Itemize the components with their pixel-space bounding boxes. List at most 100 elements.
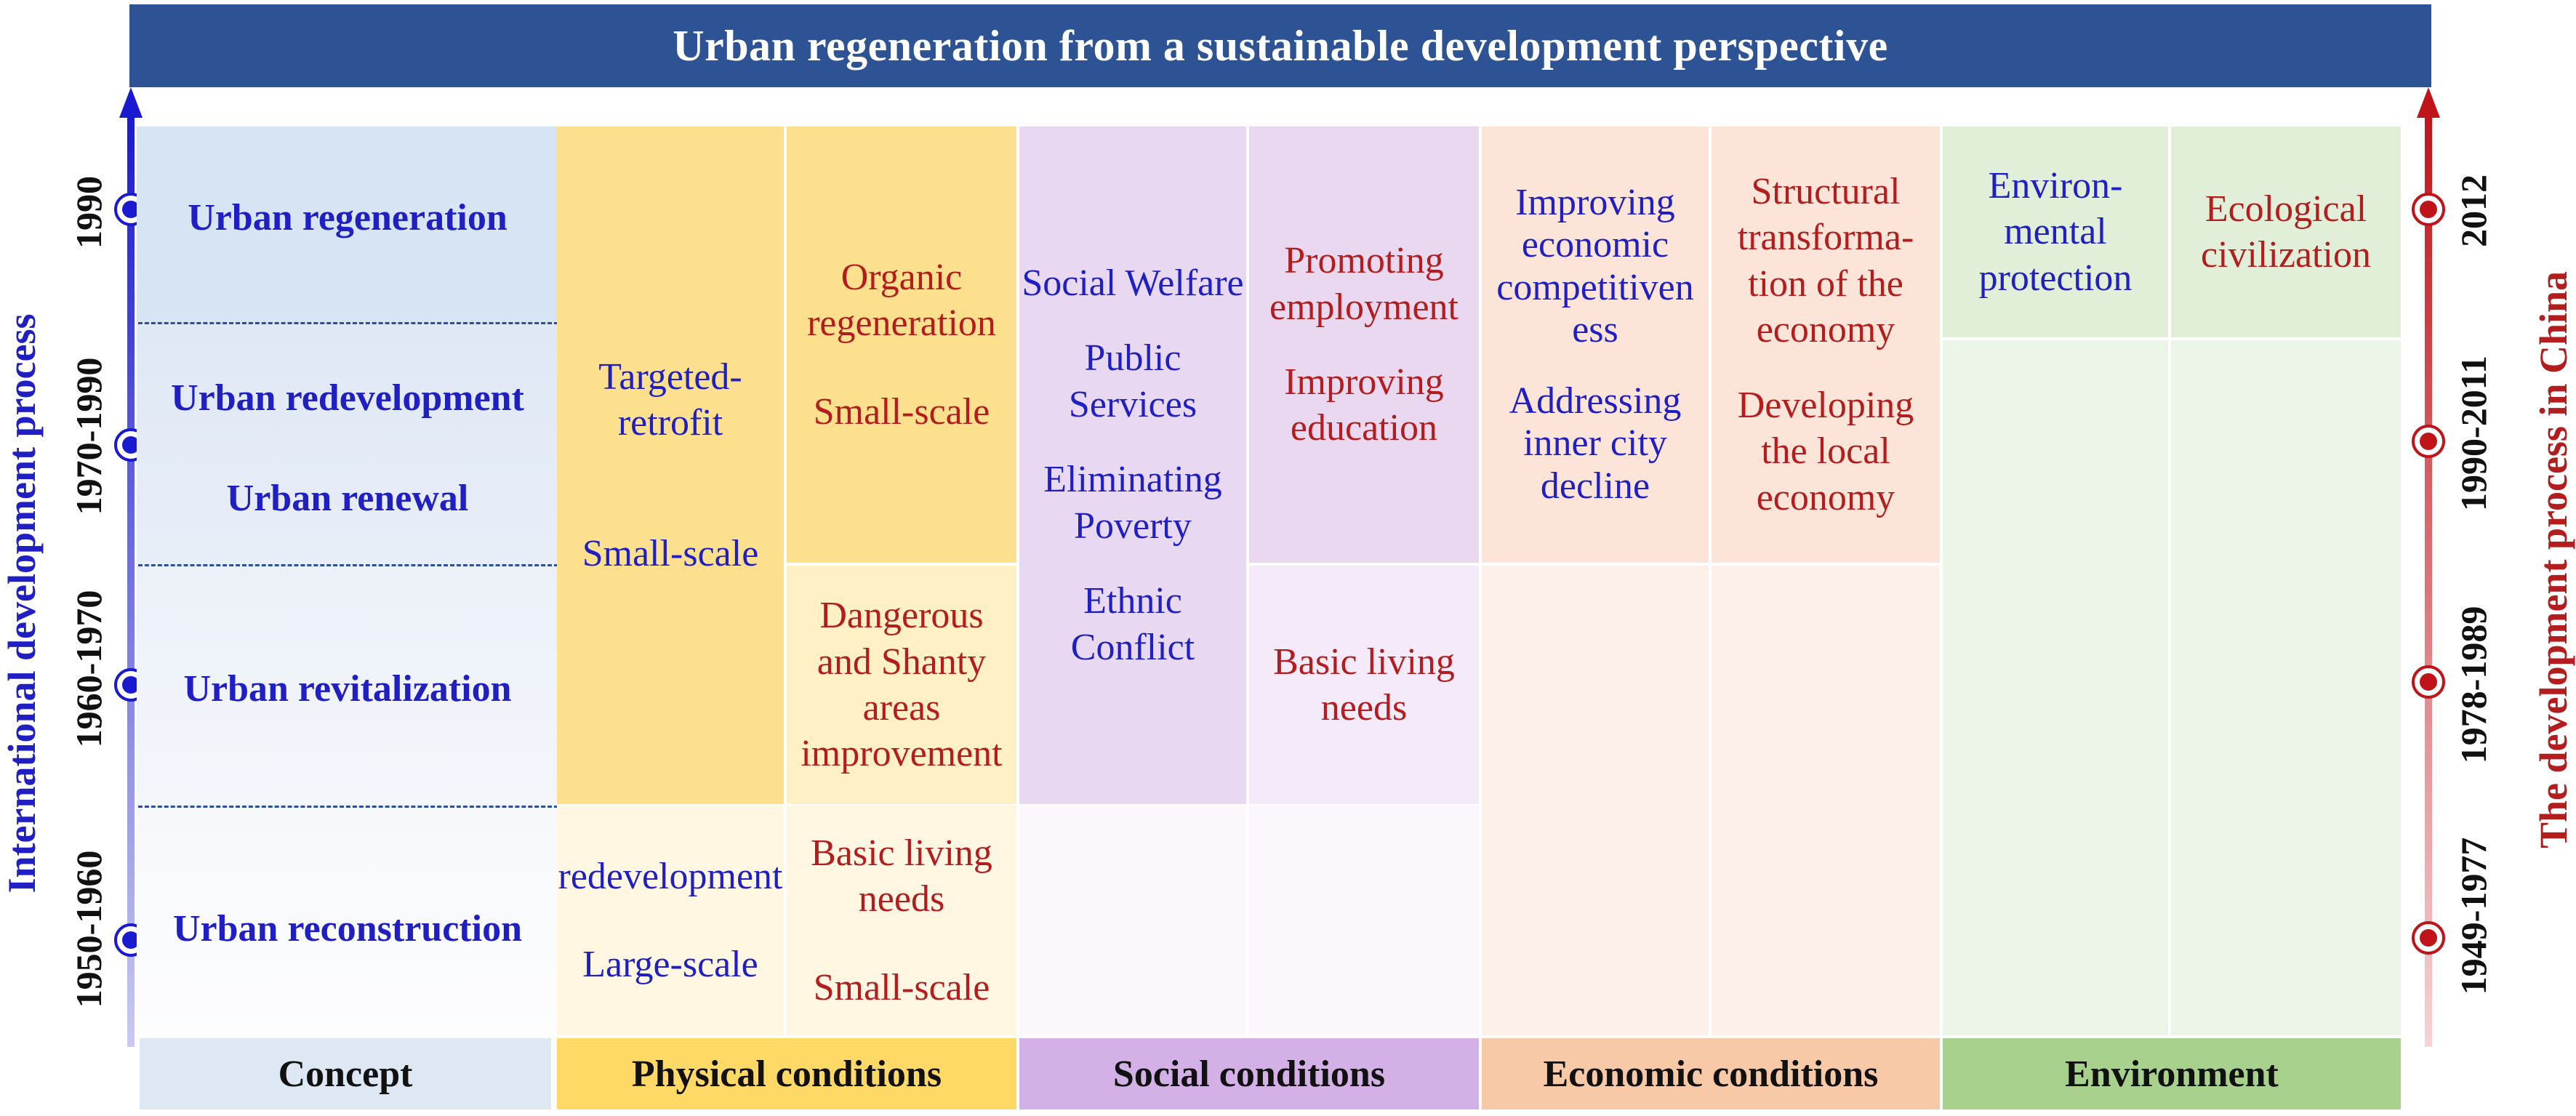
text-line: Poverty	[1074, 505, 1192, 547]
economic-structural-cell: Structural transforma- tion of the econo…	[1712, 127, 1940, 563]
footer-social: Social conditions	[1019, 1038, 1479, 1109]
text-line: competitiven	[1496, 266, 1694, 308]
text-line: Improving	[1515, 182, 1675, 224]
concept-band-1960-1970	[137, 564, 558, 806]
text-line: civilization	[2201, 234, 2371, 276]
left-timeline-axis	[119, 87, 143, 1047]
timeline-dot-icon	[2412, 425, 2445, 458]
social-employment-cell: Promoting employment Improving education	[1249, 127, 1479, 563]
physical-organic-regeneration-cell: Organic regeneration Small-scale	[787, 127, 1016, 563]
text-line: needs	[858, 878, 945, 920]
text-line: Services	[1068, 383, 1197, 425]
environment-empty-cell	[1943, 340, 2168, 1035]
physical-large-scale-cell: redevelopment Large-scale	[557, 806, 784, 1035]
text-line: Basic living	[811, 832, 992, 874]
period-divider	[138, 322, 558, 324]
left-period-label: 1970-1990	[68, 357, 109, 515]
social-welfare-cell: Social Welfare Public Services Eliminati…	[1019, 127, 1246, 804]
physical-shanty-improvement-cell: Dangerous and Shanty areas improvement	[787, 566, 1016, 804]
text-line: areas	[862, 687, 941, 728]
text-line: Small-scale	[813, 966, 990, 1008]
environment-ecological-cell: Ecological civilization	[2171, 127, 2401, 337]
economic-empty-cell	[1482, 566, 1709, 1035]
period-divider	[138, 806, 558, 808]
social-basic-needs-cell: Basic living needs	[1249, 566, 1479, 804]
text-line: Small-scale	[582, 532, 759, 574]
text-line: employment	[1269, 286, 1458, 328]
text-line: mental	[2004, 211, 2107, 253]
arrow-up-icon	[2417, 87, 2440, 118]
left-axis-title: International development process	[0, 313, 44, 894]
text-line: Public	[1084, 337, 1181, 380]
diagram-title: Urban regeneration from a sustainable de…	[129, 4, 2431, 87]
left-period-label: 1990	[68, 176, 109, 249]
text-line: Basic living	[1273, 641, 1455, 683]
physical-targeted-retrofit-cell: Targeted- retrofit Small-scale	[557, 127, 784, 804]
text-line: decline	[1540, 465, 1650, 507]
text-line: improvement	[801, 733, 1003, 775]
text-line: Promoting	[1284, 240, 1444, 282]
concept-urban-revitalization: Urban revitalization	[183, 668, 512, 710]
footer-economic: Economic conditions	[1482, 1038, 1940, 1109]
left-period-label: 1950-1960	[68, 850, 109, 1008]
text-line: needs	[1320, 687, 1408, 728]
footer-concept: Concept	[140, 1038, 551, 1109]
economic-competitiveness-cell: Improving economic competitiven ess Addr…	[1482, 127, 1709, 563]
text-line: economic	[1521, 224, 1669, 266]
concept-urban-regeneration: Urban regeneration	[188, 197, 507, 238]
period-divider	[138, 564, 558, 566]
timeline-dot-icon	[2412, 921, 2445, 955]
text-line: retrofit	[617, 402, 723, 444]
concept-urban-redevelopment: Urban redevelopment	[171, 377, 524, 419]
right-period-label: 1978-1989	[2453, 606, 2494, 764]
text-line: economy	[1756, 476, 1895, 518]
text-line: Improving	[1284, 361, 1444, 403]
economic-empty-cell	[1712, 566, 1940, 1035]
social-empty-cell	[1249, 806, 1479, 1035]
footer-physical: Physical conditions	[557, 1038, 1016, 1109]
text-line: Ethnic	[1083, 580, 1182, 622]
physical-basic-needs-cell: Basic living needs Small-scale	[787, 806, 1016, 1035]
text-line: regeneration	[807, 302, 996, 345]
text-line: Small-scale	[813, 390, 990, 433]
concept-urban-renewal: Urban renewal	[226, 478, 469, 519]
right-period-label: 2012	[2453, 174, 2494, 247]
text-line: the local	[1761, 430, 1890, 473]
right-period-label: 1949-1977	[2453, 837, 2494, 995]
concept-urban-reconstruction: Urban reconstruction	[172, 908, 522, 950]
text-line: ess	[1572, 308, 1618, 350]
text-line: inner city	[1523, 422, 1667, 465]
right-timeline-axis	[2417, 87, 2440, 1047]
text-line: Environ-	[1988, 164, 2123, 206]
text-line: Dangerous	[819, 595, 984, 637]
text-line: Structural	[1751, 170, 1901, 212]
concept-band-1970-1990	[137, 323, 558, 564]
text-line: Conflict	[1070, 626, 1195, 668]
text-line: economy	[1756, 309, 1895, 351]
text-line: transforma-	[1737, 217, 1914, 259]
text-line: Large-scale	[582, 944, 758, 985]
concept-band-1950-1960	[137, 806, 558, 1035]
footer-environment: Environment	[1943, 1038, 2401, 1109]
right-axis-title: The development process in China	[2532, 270, 2575, 849]
environment-protection-cell: Environ- mental protection	[1943, 127, 2168, 337]
environment-empty-cell	[2171, 340, 2401, 1035]
timeline-dot-icon	[2412, 193, 2445, 226]
text-line: Targeted-	[598, 356, 742, 398]
text-line: Organic	[840, 256, 963, 298]
text-line: redevelopment	[558, 855, 783, 897]
text-line: and Shanty	[816, 641, 987, 683]
text-line: Addressing	[1509, 380, 1682, 422]
text-line: tion of the	[1748, 262, 1903, 305]
text-line: protection	[1978, 257, 2132, 299]
left-period-label: 1960-1970	[68, 590, 109, 748]
right-period-label: 1990-2011	[2453, 356, 2494, 511]
text-line: Ecological	[2204, 188, 2367, 230]
text-line: education	[1290, 407, 1438, 449]
text-line: Social Welfare	[1022, 262, 1244, 304]
text-line: Eliminating	[1043, 459, 1222, 501]
text-line: Developing	[1737, 384, 1914, 426]
timeline-dot-icon	[2412, 665, 2445, 699]
social-empty-cell	[1019, 806, 1246, 1035]
arrow-up-icon	[119, 87, 143, 118]
